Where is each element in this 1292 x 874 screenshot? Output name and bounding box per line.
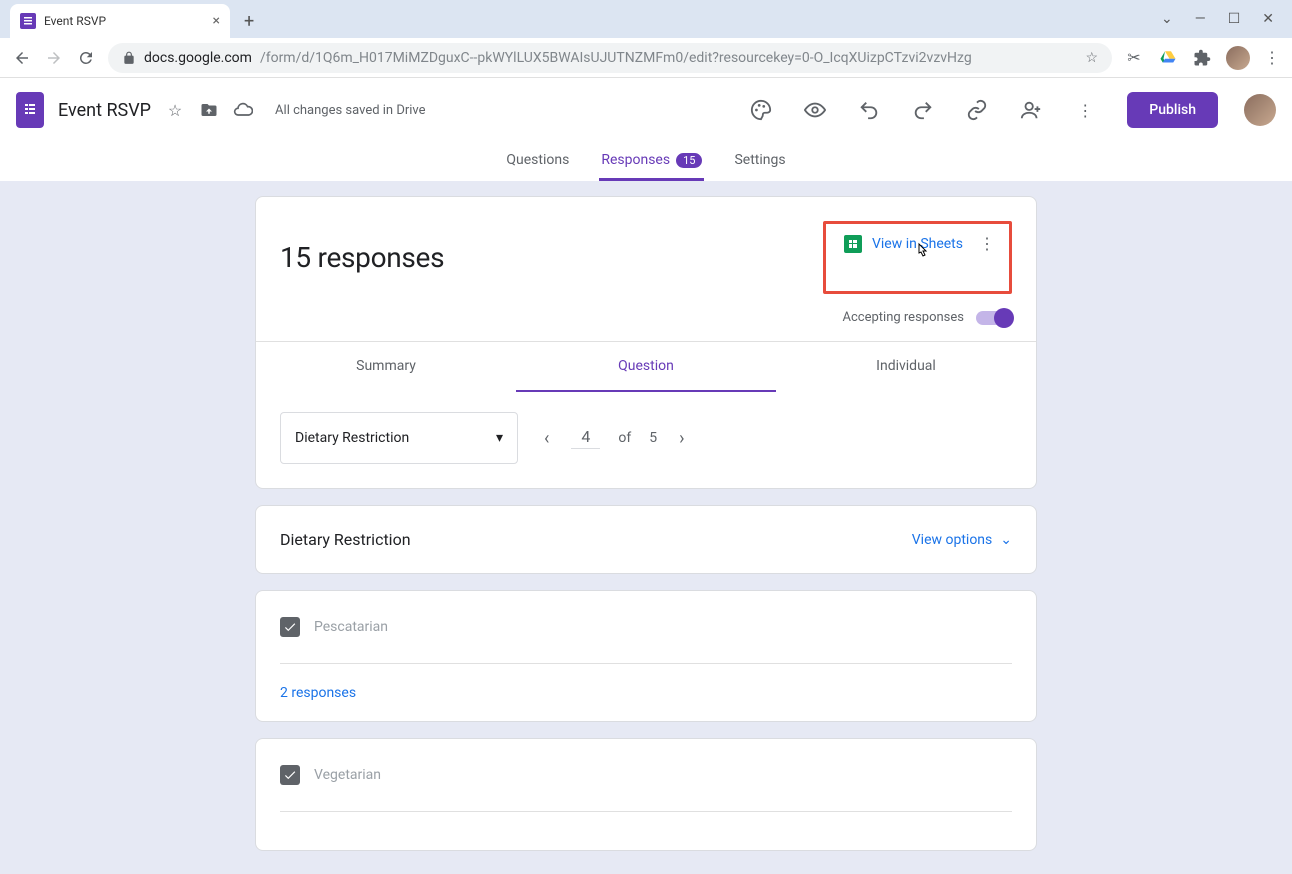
tab-questions-label: Questions [506,152,569,168]
url-host: docs.google.com [144,50,252,66]
view-in-sheets-highlight: View in Sheets ⋮ [823,221,1012,294]
saved-status: All changes saved in Drive [275,103,426,118]
preview-eye-icon[interactable] [795,90,835,130]
tab-settings[interactable]: Settings [732,142,787,181]
more-menu-icon[interactable]: ⋮ [1065,90,1105,130]
content-area: 15 responses View in Sheets ⋮ Accepting … [0,182,1292,867]
option-card-pescatarian: Pescatarian 2 responses [255,590,1037,722]
pager-prev-icon[interactable]: ‹ [540,424,553,453]
sheets-more-icon[interactable]: ⋮ [973,234,1001,253]
account-avatar[interactable] [1244,94,1276,126]
forms-header: Event RSVP ☆ All changes saved in Drive … [0,78,1292,142]
chevron-down-icon: ▾ [496,430,503,446]
responses-badge: 15 [676,153,702,168]
pager-next-icon[interactable]: › [675,424,688,453]
response-count-link[interactable]: 2 responses [280,685,356,701]
forward-icon[interactable] [44,49,64,67]
pager-current[interactable]: 4 [571,427,600,449]
response-sub-tabs: Summary Question Individual [256,341,1036,392]
forms-favicon [20,13,36,29]
option-label: Pescatarian [314,619,388,635]
responses-count-heading: 15 responses [280,241,444,274]
view-options-label: View options [912,532,993,548]
link-icon[interactable] [957,90,997,130]
maximize-icon[interactable]: ☐ [1228,11,1241,27]
publish-button[interactable]: Publish [1127,92,1218,128]
divider [280,663,1012,664]
new-tab-button[interactable]: + [230,4,268,38]
tab-responses[interactable]: Responses 15 [599,142,704,181]
pager-total: 5 [649,430,657,446]
chevron-down-icon: ⌄ [1000,532,1012,548]
drive-icon[interactable] [1158,48,1178,68]
profile-avatar-icon[interactable] [1226,46,1250,70]
star-icon[interactable]: ☆ [165,100,185,120]
sheets-icon [844,235,862,253]
tab-close-icon[interactable]: × [213,13,220,29]
question-dropdown[interactable]: Dietary Restriction ▾ [280,412,518,464]
extensions-icon[interactable] [1192,48,1212,68]
move-folder-icon[interactable] [199,100,219,120]
url-field[interactable]: docs.google.com/form/d/1Q6m_H017MiMZDgux… [108,43,1112,73]
palette-icon[interactable] [741,90,781,130]
form-title[interactable]: Event RSVP [58,100,151,121]
option-label: Vegetarian [314,767,381,783]
view-options-button[interactable]: View options ⌄ [912,532,1012,548]
accepting-toggle[interactable] [976,311,1012,325]
browser-url-bar: docs.google.com/form/d/1Q6m_H017MiMZDgux… [0,38,1292,78]
dropdown-arrow-icon[interactable]: ⌄ [1161,11,1173,27]
tab-responses-label: Responses [601,152,670,168]
dropdown-value: Dietary Restriction [295,430,409,446]
question-title: Dietary Restriction [280,530,411,549]
checkbox-checked-icon [280,765,300,785]
chrome-menu-icon[interactable]: ⋮ [1264,48,1280,67]
lock-icon [122,51,136,65]
cursor-pointer-icon [916,242,932,260]
tab-questions[interactable]: Questions [504,142,571,181]
question-pager: ‹ 4 of 5 › [540,424,689,453]
sub-tab-summary[interactable]: Summary [256,342,516,392]
sub-tab-question[interactable]: Question [516,342,776,392]
minimize-icon[interactable]: — [1195,11,1206,27]
back-icon[interactable] [12,49,32,67]
undo-icon[interactable] [849,90,889,130]
question-title-card: Dietary Restriction View options ⌄ [255,505,1037,574]
cloud-saved-icon[interactable] [233,100,253,120]
browser-tab-bar: Event RSVP × + ⌄ — ☐ ✕ [0,0,1292,38]
sub-tab-individual[interactable]: Individual [776,342,1036,392]
checkbox-checked-icon [280,617,300,637]
forms-logo-icon[interactable] [16,92,44,128]
url-path: /form/d/1Q6m_H017MiMZDguxC--pkWYlLUX5BWA… [260,50,972,66]
add-collaborator-icon[interactable] [1011,90,1051,130]
close-window-icon[interactable]: ✕ [1262,11,1274,27]
pager-of: of [618,430,631,446]
forms-tabs: Questions Responses 15 Settings [0,142,1292,182]
responses-card: 15 responses View in Sheets ⋮ Accepting … [255,196,1037,489]
bookmark-star-icon[interactable]: ☆ [1085,50,1098,66]
window-controls: ⌄ — ☐ ✕ [1161,0,1292,38]
redo-icon[interactable] [903,90,943,130]
browser-tab[interactable]: Event RSVP × [10,4,230,38]
divider [280,811,1012,812]
scissors-icon[interactable]: ✂ [1124,48,1144,68]
accepting-responses-label: Accepting responses [843,310,965,325]
tab-title: Event RSVP [44,14,205,28]
reload-icon[interactable] [76,49,96,67]
option-card-vegetarian: Vegetarian [255,738,1037,851]
tab-settings-label: Settings [734,152,785,168]
